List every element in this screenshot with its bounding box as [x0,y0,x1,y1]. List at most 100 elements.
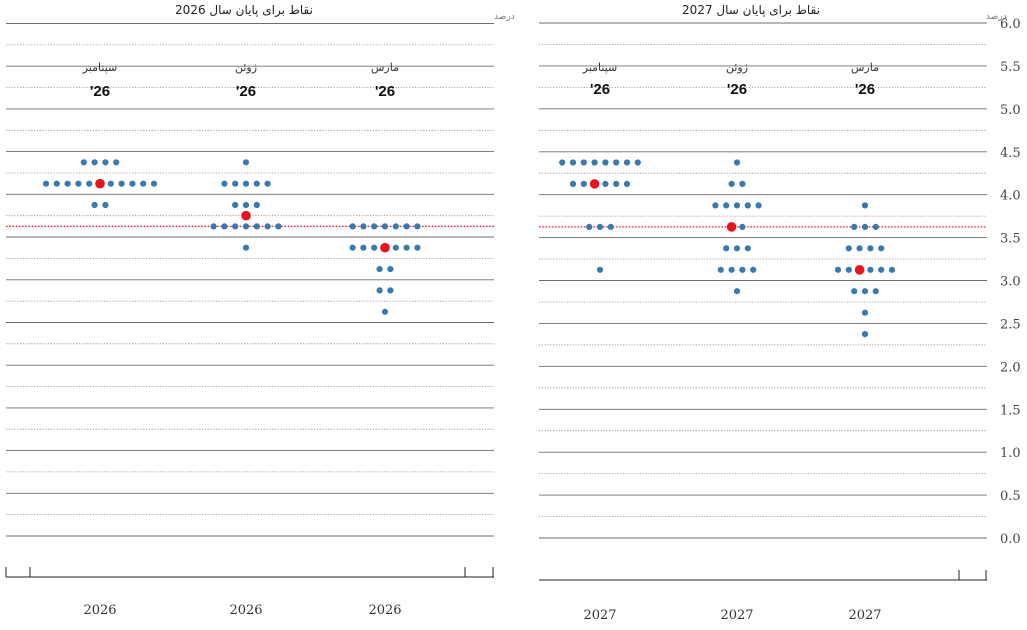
x-category-label: 2026 [368,603,401,618]
y-tick-label: 6.0 [1000,17,1021,32]
x-category-label: 2026 [83,603,116,618]
participant-dot [392,223,399,230]
participant-dot [381,223,389,230]
participant-dot [102,159,109,166]
category-name: مارس [851,61,879,74]
participant-dot [371,244,378,251]
participant-dot [376,266,383,273]
participant-dot [42,180,50,187]
y-tick-label: 4.5 [1000,146,1021,161]
participant-dot [242,201,250,209]
participant-dot [872,288,879,295]
participant-dot [559,159,566,166]
participant-dot [712,202,719,209]
participant-dot [861,223,869,230]
y-tick-label: 3.5 [1000,232,1021,247]
y-tick-label: 1.5 [1000,403,1021,418]
participant-dot [129,180,136,187]
participant-dot [586,223,593,230]
x-category-label: 2027 [720,608,753,623]
participant-dot [733,159,741,166]
participant-dot [728,180,735,187]
participant-dot [744,245,751,252]
participant-dot [221,180,228,187]
participant-dot [210,223,217,230]
participant-dot [861,309,869,316]
participant-dot [113,159,120,166]
participant-dot [634,159,641,166]
chart-title: نقاط برای پایان سال 2026 [175,3,313,18]
participant-dot [414,223,421,230]
median-dot [380,242,390,253]
category-name: سپتامبر [582,61,618,74]
y-tick-label: 5.5 [1000,60,1021,75]
x-category-label: 2026 [229,603,262,618]
participant-dot [242,244,250,251]
participant-dot [733,245,741,252]
participant-dot [755,202,762,209]
participant-dot [739,223,746,230]
y-tick-label: 1.0 [1000,446,1021,461]
participant-dot [275,223,282,230]
participant-dot [878,266,885,273]
y-tick-label: 3.0 [1000,275,1021,290]
participant-dot [872,223,879,230]
participant-dot [349,244,356,251]
y-tick-label: 0.0 [1000,532,1021,547]
participant-dot [253,180,260,187]
participant-dot [403,223,410,230]
participant-dot [140,180,147,187]
participant-dot [75,180,82,187]
y-tick-label: 5.0 [1000,103,1021,118]
participant-dot [856,245,863,252]
category-name: ژوئن [726,61,748,74]
participant-dot [750,266,757,273]
participant-dot [118,180,125,187]
participant-dot [53,180,60,187]
participant-dot [264,223,271,230]
participant-dot [851,223,858,230]
unit-label: درصد [986,12,1007,22]
median-dot [589,179,600,189]
unit-label: درصد [494,12,515,22]
participant-dot [569,159,577,166]
category-year-label: '26 [90,83,110,100]
participant-dot [376,287,383,294]
participant-dot [242,180,250,187]
x-category-label: 2027 [583,608,616,623]
category-name: سپتامبر [82,61,118,74]
participant-dot [387,266,394,273]
participant-dot [733,202,741,209]
participant-dot [64,180,71,187]
participant-dot [150,180,158,187]
participant-dot [728,266,735,273]
category-year-label: '26 [727,81,747,98]
participant-dot [392,244,399,251]
participant-dot [596,266,604,273]
participant-dot [221,223,228,230]
participant-dot [623,180,631,187]
chart-title: نقاط برای پایان سال 2027 [682,3,820,18]
category-year-label: '26 [590,81,610,98]
participant-dot [744,202,751,209]
participant-dot [867,266,874,273]
participant-dot [602,159,609,166]
participant-dot [232,223,239,230]
participant-dot [264,180,271,187]
category-year-label: '26 [375,83,395,100]
participant-dot [253,223,260,230]
participant-dot [613,159,620,166]
participant-dot [845,266,852,273]
participant-dot [580,159,587,166]
participant-dot [596,223,604,230]
y-tick-label: 2.5 [1000,317,1021,332]
participant-dot [591,159,598,166]
participant-dot [861,202,869,209]
participant-dot [888,266,896,273]
participant-dot [723,245,730,252]
participant-dot [242,223,250,230]
participant-dot [387,287,394,294]
participant-dot [403,244,410,251]
y-tick-label: 2.0 [1000,360,1021,375]
